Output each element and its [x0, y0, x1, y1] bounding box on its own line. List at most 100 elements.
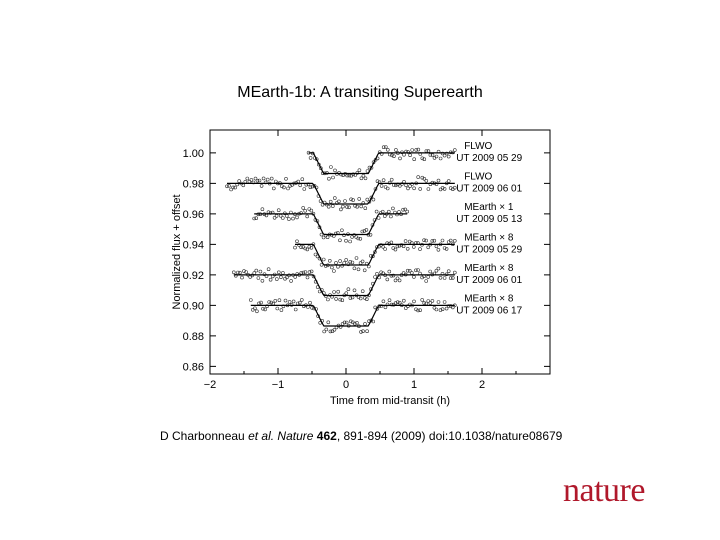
data-point [397, 300, 402, 305]
data-point [283, 298, 288, 303]
series-label-date: UT 2009 06 01 [456, 275, 522, 286]
model-line [254, 213, 408, 236]
transit-light-curve-chart: −2 −1 0 1 2 0.86 0.88 0.90 0.92 0.94 0.96 0.98 1.00 T… [171, 129, 551, 407]
data-point [406, 186, 410, 191]
data-point [398, 156, 402, 161]
data-point [434, 154, 439, 159]
data-point [352, 288, 357, 293]
data-point [328, 259, 332, 263]
data-point [452, 239, 457, 243]
data-point [432, 238, 437, 243]
data-point [414, 268, 418, 273]
data-point [231, 185, 235, 190]
data-point [402, 152, 406, 157]
data-point [426, 149, 431, 153]
data-point [383, 185, 388, 189]
series-label-date: UT 2009 05 29 [456, 244, 522, 255]
data-point [405, 209, 409, 214]
data-point [295, 272, 299, 276]
data-point [338, 259, 342, 263]
data-point [446, 154, 451, 159]
slide-title: MEarth-1b: A transiting Superearth [237, 84, 483, 101]
data-point [263, 307, 267, 312]
light-curve-figure: −2 −1 0 1 2 0.86 0.88 0.90 0.92 0.94 0.96 0.98 1.00 T… [160, 122, 560, 412]
data-point [434, 268, 439, 273]
data-point [363, 322, 367, 326]
data-point [350, 235, 354, 239]
data-point [342, 233, 346, 237]
data-point [363, 176, 368, 181]
data-point [410, 148, 414, 152]
data-point [381, 145, 386, 150]
data-point [373, 250, 377, 254]
series-label-instrument: FLWO [464, 141, 492, 152]
data-point [240, 275, 244, 280]
data-point [259, 184, 264, 188]
data-point [261, 306, 265, 311]
data-point [358, 261, 363, 265]
data-point [273, 299, 278, 303]
nature-logo: nature [563, 472, 645, 509]
data-point [390, 153, 394, 158]
data-point [393, 301, 398, 305]
data-point [258, 269, 263, 274]
data-point [448, 238, 453, 243]
data-point [301, 270, 306, 275]
data-point [446, 269, 451, 273]
data-point [452, 270, 457, 275]
data-point [387, 209, 391, 214]
data-point [364, 228, 369, 232]
data-point [334, 297, 338, 301]
data-point [357, 197, 361, 201]
data-point [440, 238, 445, 243]
data-point [336, 264, 340, 269]
data-point [442, 153, 447, 158]
data-point [256, 276, 261, 280]
data-point [426, 299, 431, 303]
data-point [236, 270, 240, 275]
data-point [251, 308, 255, 312]
data-point [401, 207, 405, 212]
data-point [279, 275, 283, 279]
data-point [355, 171, 360, 175]
data-point [365, 197, 370, 202]
data-point [383, 247, 387, 251]
data-point [424, 238, 428, 243]
data-point [332, 328, 337, 332]
data-point [277, 270, 281, 275]
data-point [352, 266, 357, 271]
caption-authors: D Charbonneau [160, 429, 249, 443]
data-point [347, 173, 351, 178]
data-point [262, 272, 267, 276]
y-axis-label: Normalized flux + offset [171, 194, 183, 309]
data-point [252, 216, 256, 221]
data-point [346, 262, 351, 267]
data-point [383, 214, 387, 218]
data-point [249, 178, 254, 182]
caption-et-al: et al. [248, 429, 275, 443]
data-point [353, 321, 357, 326]
data-point [302, 187, 307, 191]
data-point [293, 245, 297, 250]
data-point [365, 329, 369, 333]
series-label-instrument: MEarth × 1 [464, 202, 514, 213]
data-point [392, 154, 396, 159]
data-point [281, 216, 285, 220]
data-point [254, 216, 258, 220]
data-point [403, 239, 408, 243]
data-point [442, 187, 447, 191]
data-point [267, 300, 271, 304]
data-point [389, 214, 393, 219]
data-point [405, 247, 410, 251]
data-point [395, 276, 400, 281]
data-point [440, 307, 445, 311]
y-tick-label: 0.98 [183, 178, 204, 190]
data-point [295, 239, 299, 244]
y-tick-label: 0.96 [183, 209, 204, 221]
data-point [360, 229, 365, 234]
y-tick-label: 0.94 [183, 239, 204, 251]
data-point [244, 270, 248, 274]
data-point [333, 196, 337, 200]
data-point [253, 306, 257, 311]
data-point [436, 266, 441, 271]
